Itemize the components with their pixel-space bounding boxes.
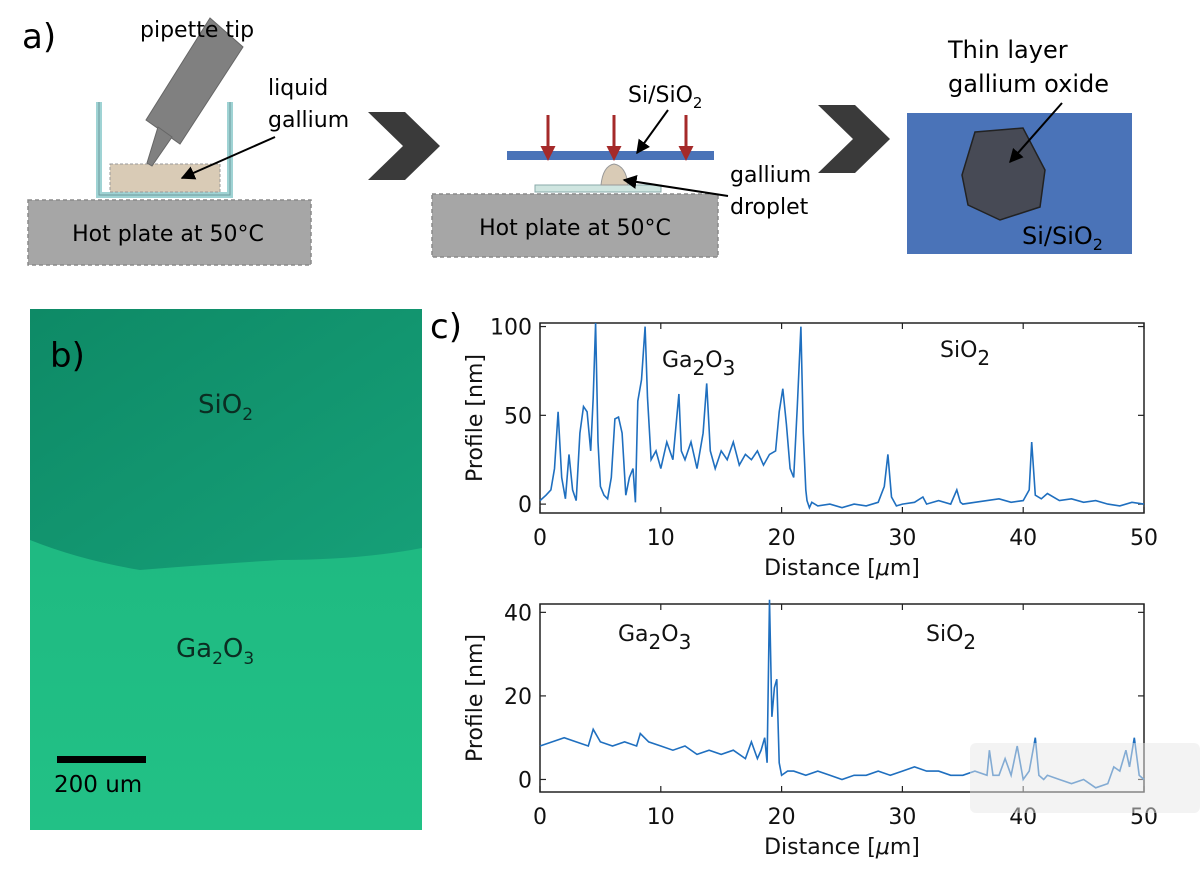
panel-a-label: a): [22, 17, 56, 57]
wafer-label: Si/SiO2: [628, 83, 702, 112]
watermark: [970, 743, 1200, 813]
x-axis-label: Distance [μm]: [764, 835, 920, 860]
step1-setup: Hot plate at 50°C pipette tip liquid gal…: [27, 17, 349, 266]
si-sio2-wafer: [507, 151, 714, 160]
liquid-gallium-pointer: [180, 136, 276, 180]
step2-setup: Hot plate at 50°C Si/SiO2 gallium drople…: [431, 83, 811, 258]
y-axis-label: Profile [nm]: [463, 634, 488, 762]
chart-top: 0 10 20 30 40 50 0 50 100 Distance [μm] Profile [n…: [463, 316, 1158, 581]
droplet-label-1: gallium: [730, 163, 811, 188]
x-tick-label: 10: [647, 526, 675, 551]
x-tick-label: 0: [533, 526, 547, 551]
y-tick-label: 0: [518, 493, 532, 518]
result-substrate-label: Si/SiO2: [1022, 222, 1103, 254]
scale-bar-label: 200 um: [54, 772, 142, 798]
plot-frame: [539, 603, 1145, 793]
ga2o3-region-label: Ga2O3: [176, 634, 254, 669]
plot-frame: [539, 322, 1145, 514]
y-tick-label: 50: [504, 404, 532, 429]
region-annotation: SiO2: [940, 338, 990, 370]
sio2-region: [30, 309, 422, 570]
sio2-region-label: SiO2: [198, 390, 253, 425]
process-arrow-2: [818, 105, 890, 173]
region-annotation: Ga2O3: [662, 348, 735, 380]
bottom-substrate: [534, 184, 662, 193]
x-tick-label: 50: [1130, 526, 1158, 551]
gallium-droplet: [600, 163, 629, 186]
process-arrow-1: [368, 112, 440, 180]
region-annotation: Ga2O3: [618, 622, 691, 654]
y-tick-label: 100: [490, 316, 532, 341]
profile-series-line: [539, 322, 1145, 510]
hot-plate-1-label: Hot plate at 50°C: [72, 222, 264, 247]
x-tick-label: 20: [768, 526, 796, 551]
region-annotation: SiO2: [926, 622, 976, 654]
droplet-label-2: droplet: [730, 195, 809, 220]
x-tick-label: 30: [888, 526, 916, 551]
x-tick-label: 40: [1009, 526, 1037, 551]
step3-result: Thin layer gallium oxide Si/SiO2: [907, 36, 1132, 254]
y-tick-label: 40: [504, 601, 532, 626]
y-tick-label: 0: [518, 768, 532, 793]
x-tick-label: 30: [888, 805, 916, 830]
hot-plate-2: [431, 193, 719, 258]
panel-c-label: c): [430, 307, 462, 347]
pipette-tip-label: pipette tip: [140, 18, 254, 43]
result-pointer: [1009, 102, 1063, 164]
droplet-pointer: [622, 174, 729, 197]
y-axis-label: Profile [nm]: [463, 354, 488, 482]
liquid-gallium-label-2: gallium: [268, 108, 349, 133]
x-tick-label: 20: [768, 805, 796, 830]
hot-plate-1: [27, 199, 312, 266]
scale-bar: [57, 756, 146, 763]
wafer-pointer: [636, 109, 669, 155]
x-axis-label: Distance [μm]: [764, 556, 920, 581]
result-title-1: Thin layer: [947, 36, 1068, 64]
x-tick-label: 10: [647, 805, 675, 830]
x-tick-label: 0: [533, 805, 547, 830]
liquid-gallium-label-1: liquid: [268, 76, 328, 101]
y-tick-label: 20: [504, 685, 532, 710]
panel-b-label: b): [50, 336, 85, 376]
hot-plate-2-label: Hot plate at 50°C: [479, 216, 671, 241]
result-title-2: gallium oxide: [948, 70, 1109, 98]
pipette-tip: [145, 17, 244, 167]
panel-a: a) Hot plate at 50°C pipette tip liquid …: [22, 17, 1132, 266]
panel-b: b) SiO2 Ga2O3 200 um: [30, 309, 422, 830]
gallium-oxide-flake: [961, 127, 1046, 221]
